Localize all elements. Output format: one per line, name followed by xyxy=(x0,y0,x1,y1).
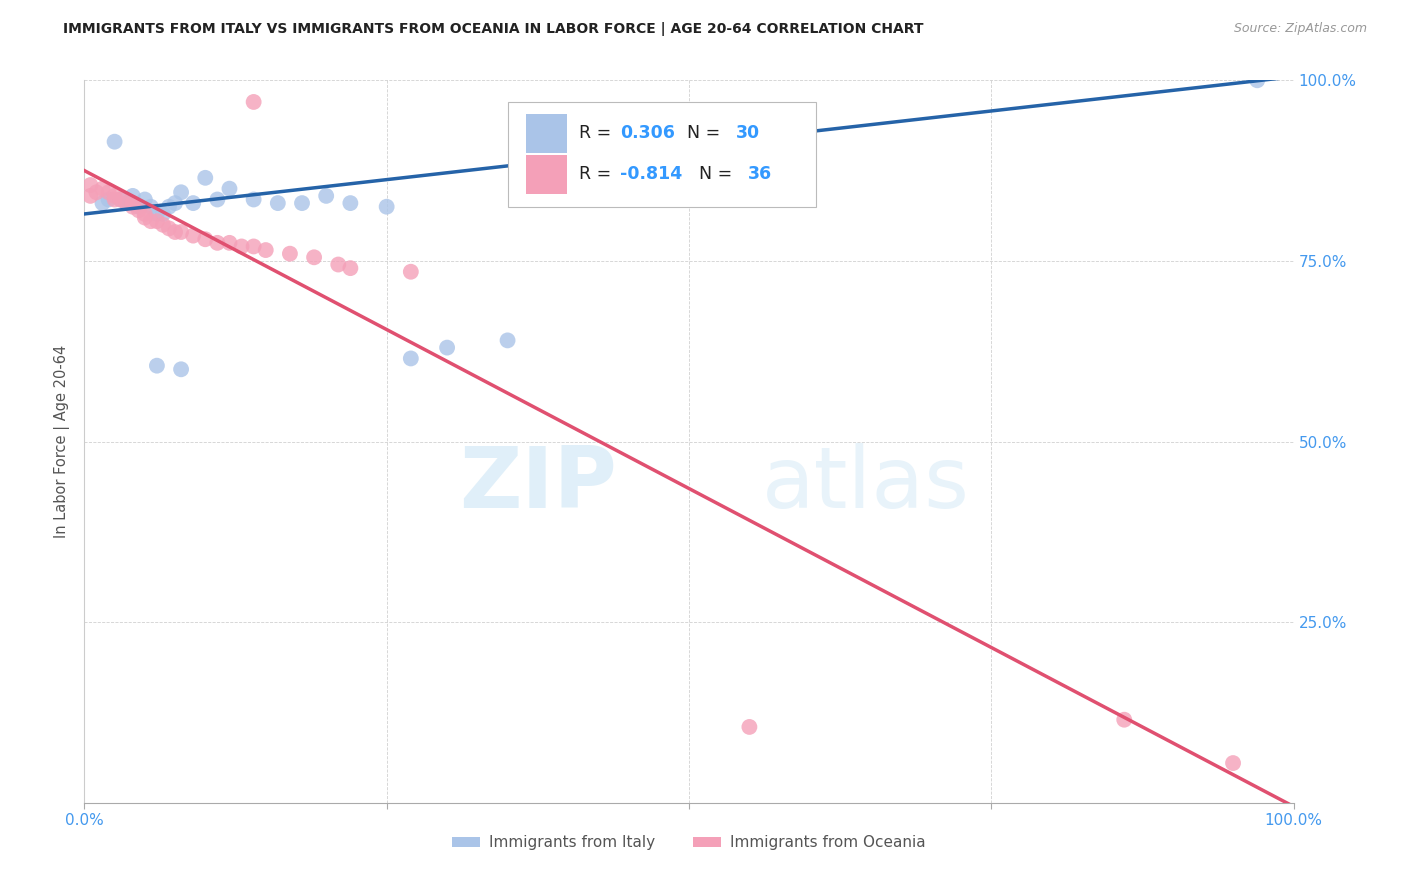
Point xyxy=(375,200,398,214)
Text: R =: R = xyxy=(579,165,617,183)
Point xyxy=(134,211,156,225)
Point xyxy=(170,362,193,376)
Point xyxy=(165,225,187,239)
Point xyxy=(242,193,264,207)
Point xyxy=(97,186,120,200)
Text: IMMIGRANTS FROM ITALY VS IMMIGRANTS FROM OCEANIA IN LABOR FORCE | AGE 20-64 CORR: IMMIGRANTS FROM ITALY VS IMMIGRANTS FROM… xyxy=(63,22,924,37)
Point xyxy=(146,207,169,221)
Point xyxy=(242,95,264,109)
Point xyxy=(291,196,314,211)
Point xyxy=(231,239,253,253)
Point xyxy=(121,189,143,203)
Point xyxy=(110,193,132,207)
Point xyxy=(134,193,156,207)
Text: N =: N = xyxy=(688,165,738,183)
Point xyxy=(181,228,204,243)
Point xyxy=(86,186,108,200)
Point xyxy=(91,182,114,196)
Point xyxy=(110,193,132,207)
Text: 36: 36 xyxy=(748,165,772,183)
Point xyxy=(91,196,114,211)
FancyBboxPatch shape xyxy=(526,154,567,194)
Point xyxy=(121,200,143,214)
Point xyxy=(152,207,174,221)
Text: R =: R = xyxy=(579,124,617,142)
Point xyxy=(121,196,143,211)
Point xyxy=(134,207,156,221)
Point xyxy=(152,218,174,232)
Point xyxy=(267,196,290,211)
Point xyxy=(146,214,169,228)
Point xyxy=(139,214,162,228)
Point xyxy=(157,221,180,235)
Point xyxy=(1114,713,1136,727)
Point xyxy=(207,235,229,250)
FancyBboxPatch shape xyxy=(526,113,567,153)
Point xyxy=(496,334,519,348)
Point xyxy=(194,232,217,246)
Point xyxy=(170,225,193,239)
Point xyxy=(181,196,204,211)
Point xyxy=(139,200,162,214)
Point xyxy=(339,261,361,276)
Point xyxy=(146,359,169,373)
Text: 0.306: 0.306 xyxy=(620,124,675,142)
Point xyxy=(115,196,138,211)
Point xyxy=(339,196,361,211)
Point xyxy=(315,189,337,203)
Point xyxy=(157,200,180,214)
Point xyxy=(218,235,240,250)
Text: atlas: atlas xyxy=(762,443,970,526)
Point xyxy=(254,243,277,257)
Text: 30: 30 xyxy=(737,124,761,142)
Point xyxy=(104,135,127,149)
Point xyxy=(170,186,193,200)
Text: -0.814: -0.814 xyxy=(620,165,682,183)
Point xyxy=(302,250,325,264)
Point xyxy=(128,203,150,218)
Point xyxy=(399,351,422,366)
Point xyxy=(328,258,350,272)
Point xyxy=(207,193,229,207)
Point xyxy=(115,196,138,211)
Point xyxy=(165,196,187,211)
Point xyxy=(194,170,217,185)
Y-axis label: In Labor Force | Age 20-64: In Labor Force | Age 20-64 xyxy=(55,345,70,538)
Legend: Immigrants from Italy, Immigrants from Oceania: Immigrants from Italy, Immigrants from O… xyxy=(446,830,932,856)
Point xyxy=(399,265,422,279)
Text: N =: N = xyxy=(676,124,725,142)
Point xyxy=(278,246,301,260)
Point xyxy=(1222,756,1244,770)
Point xyxy=(79,178,101,192)
Point xyxy=(128,200,150,214)
Point xyxy=(104,189,127,203)
Point xyxy=(242,239,264,253)
Point xyxy=(97,193,120,207)
Point xyxy=(104,193,127,207)
Text: Source: ZipAtlas.com: Source: ZipAtlas.com xyxy=(1233,22,1367,36)
Point xyxy=(738,720,761,734)
FancyBboxPatch shape xyxy=(508,102,815,207)
Point xyxy=(79,189,101,203)
Point xyxy=(1246,73,1268,87)
Text: ZIP: ZIP xyxy=(458,443,616,526)
Point xyxy=(436,341,458,355)
Point xyxy=(218,182,240,196)
